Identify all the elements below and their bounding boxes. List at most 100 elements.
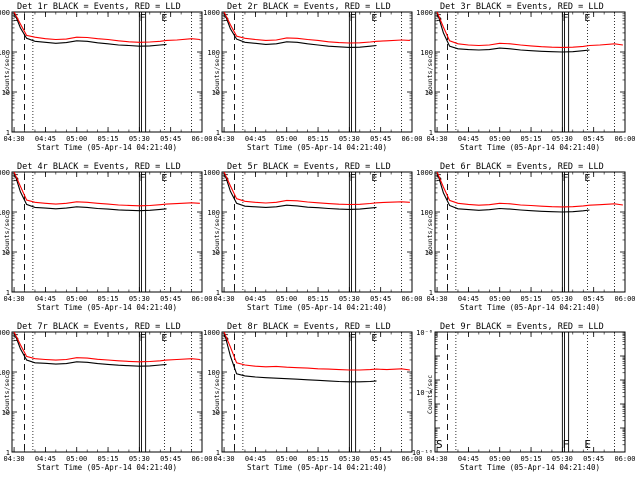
x-tick-label: 05:30 xyxy=(552,135,573,143)
x-tick-label: 05:00 xyxy=(66,295,87,303)
x-tick-label: 05:15 xyxy=(308,295,329,303)
detector-panel-6: Det 6r BLACK = Events, RED = LLD Counts/s… xyxy=(416,162,635,312)
y-tick-label: 1 xyxy=(6,449,10,457)
x-tick-label: 05:15 xyxy=(308,135,329,143)
y-tick-label: 100 xyxy=(207,369,220,377)
x-tick-label: 06:00 xyxy=(614,295,635,303)
y-tick-label: 100 xyxy=(0,369,10,377)
events-series-line xyxy=(223,332,377,383)
y-tick-label: 1 xyxy=(6,289,10,297)
y-tick-label: 1 xyxy=(216,129,220,137)
x-tick-label: 04:45 xyxy=(458,135,479,143)
y-tick-label: 10 xyxy=(425,249,433,257)
x-tick-label: 05:45 xyxy=(160,295,181,303)
flag-f-label: F xyxy=(562,173,568,184)
flag-f-label: F xyxy=(562,438,569,451)
flag-e-label: E xyxy=(584,173,590,184)
x-axis-label: Start Time (05-Apr-14 04:21:40) xyxy=(460,143,600,152)
x-tick-label: 04:30 xyxy=(427,455,448,463)
x-tick-label: 05:00 xyxy=(66,455,87,463)
flag-e-label: E xyxy=(371,173,377,184)
flag-e-label: E xyxy=(584,438,591,451)
y-axis-label: Counts/sec xyxy=(213,55,221,94)
x-tick-label: 04:45 xyxy=(245,135,266,143)
x-tick-label: 04:30 xyxy=(427,135,448,143)
y-tick-label: 100 xyxy=(0,49,10,57)
flag-e-label: E xyxy=(161,333,167,344)
start-marker-label: S xyxy=(13,13,19,24)
x-tick-label: 06:00 xyxy=(614,135,635,143)
events-series-line xyxy=(436,12,590,53)
x-tick-label: 04:45 xyxy=(35,295,56,303)
panel-title: Det 2r BLACK = Events, RED = LLD xyxy=(227,2,391,12)
panel-title: Det 6r BLACK = Events, RED = LLD xyxy=(440,162,604,172)
x-tick-label: 05:30 xyxy=(339,135,360,143)
x-tick-label: 05:30 xyxy=(129,455,150,463)
events-series-line xyxy=(13,332,167,367)
x-axis-label: Start Time (05-Apr-14 04:21:40) xyxy=(37,463,177,472)
y-axis-label: Counts/sec xyxy=(426,55,434,94)
x-tick-label: 05:15 xyxy=(521,295,542,303)
x-tick-label: 04:45 xyxy=(458,455,479,463)
y-tick-label: 1000 xyxy=(416,169,433,177)
y-tick-label: 1000 xyxy=(0,329,10,337)
x-tick-label: 06:00 xyxy=(401,455,422,463)
panel-title: Det 9r BLACK = Events, RED = LLD xyxy=(440,322,604,332)
plot-frame xyxy=(221,11,413,133)
x-tick-label: 05:15 xyxy=(308,455,329,463)
x-axis-label: Start Time (05-Apr-14 04:21:40) xyxy=(37,143,177,152)
y-tick-label: 1 xyxy=(216,449,220,457)
y-tick-label: 100 xyxy=(420,49,433,57)
y-tick-label: 10 xyxy=(212,409,220,417)
x-tick-label: 04:45 xyxy=(35,455,56,463)
y-tick-label: 1 xyxy=(216,289,220,297)
detector-panel-8: Det 8r BLACK = Events, RED = LLD Counts/s… xyxy=(203,322,422,472)
detector-panel-9: Det 9r BLACK = Events, RED = LLD Counts/s… xyxy=(412,322,636,472)
flag-e-label: E xyxy=(584,13,590,24)
y-axis-label: Counts/sec xyxy=(3,215,11,254)
y-axis-label: Counts/sec xyxy=(3,55,11,94)
lld-series-line xyxy=(223,12,410,44)
x-tick-label: 04:30 xyxy=(214,295,235,303)
y-tick-label: 100 xyxy=(420,209,433,217)
x-tick-label: 04:45 xyxy=(35,135,56,143)
x-tick-label: 04:45 xyxy=(458,295,479,303)
y-axis-label: Counts/sec xyxy=(213,215,221,254)
flag-e-label: E xyxy=(161,13,167,24)
events-series-line xyxy=(223,172,377,210)
flag-f-label: F xyxy=(139,333,145,344)
x-tick-label: 05:00 xyxy=(276,135,297,143)
y-tick-label: 1000 xyxy=(416,9,433,17)
events-series-line xyxy=(436,172,590,213)
x-tick-label: 05:30 xyxy=(129,135,150,143)
panel-title: Det 5r BLACK = Events, RED = LLD xyxy=(227,162,391,172)
flag-f-label: F xyxy=(139,13,145,24)
plot-frame xyxy=(11,331,203,453)
x-tick-label: 05:30 xyxy=(339,455,360,463)
x-tick-label: 04:30 xyxy=(214,455,235,463)
plot-frame xyxy=(11,171,203,293)
x-tick-label: 05:45 xyxy=(160,455,181,463)
detector-panel-7: Det 7r BLACK = Events, RED = LLD Counts/s… xyxy=(0,322,213,472)
lld-series-line xyxy=(13,332,200,363)
x-tick-label: 05:30 xyxy=(552,455,573,463)
flag-f-label: F xyxy=(349,13,355,24)
lld-series-line xyxy=(13,172,200,207)
detector-panel-5: Det 5r BLACK = Events, RED = LLD Counts/s… xyxy=(203,162,422,312)
flag-f-label: F xyxy=(349,173,355,184)
y-tick-label: 10 xyxy=(2,409,10,417)
x-tick-label: 04:30 xyxy=(4,455,25,463)
start-marker-label: S xyxy=(436,438,443,451)
y-tick-label: 100 xyxy=(207,49,220,57)
x-tick-label: 04:30 xyxy=(214,135,235,143)
y-axis-label: Counts/sec xyxy=(213,375,221,414)
y-tick-label: 1 xyxy=(429,129,433,137)
detector-panel-4: Det 4r BLACK = Events, RED = LLD Counts/s… xyxy=(0,162,213,312)
x-axis-label: Start Time (05-Apr-14 04:21:40) xyxy=(247,463,387,472)
y-tick-label: 100 xyxy=(207,209,220,217)
x-axis-label: Start Time (05-Apr-14 04:21:40) xyxy=(460,463,600,472)
y-tick-label: 1 xyxy=(6,129,10,137)
y-tick-label: 1000 xyxy=(203,329,220,337)
x-tick-label: 05:15 xyxy=(98,455,119,463)
